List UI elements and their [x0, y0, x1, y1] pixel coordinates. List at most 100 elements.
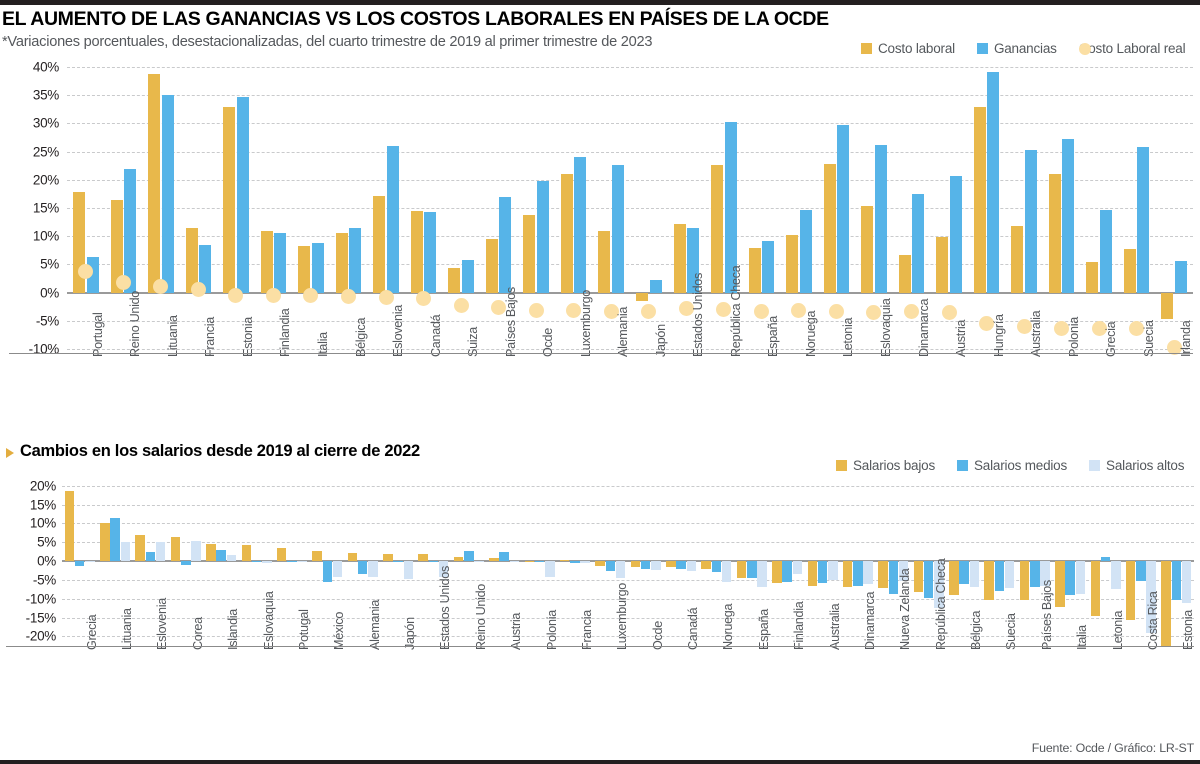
bar: [595, 561, 605, 566]
bar: [913, 561, 924, 592]
bar: [403, 561, 414, 579]
x-axis-label: Australia: [827, 603, 842, 650]
bar: [747, 561, 757, 579]
dot-marker: [115, 274, 131, 290]
bar: [135, 534, 145, 562]
dot-marker: [603, 303, 619, 319]
bar: [1137, 147, 1150, 293]
x-axis-label: Eslovenia: [155, 598, 170, 650]
bar: [863, 561, 873, 585]
dot-marker: [378, 289, 394, 305]
dot-marker: [828, 304, 844, 320]
bar: [1171, 561, 1182, 600]
bar: [888, 561, 899, 594]
bar: [837, 125, 850, 293]
x-axis-label: Canadá: [428, 314, 443, 357]
bar: [973, 107, 986, 293]
bar: [711, 165, 724, 293]
bar: [912, 193, 925, 293]
legend-swatch-costo-laboral: [861, 43, 872, 54]
bar: [383, 553, 393, 562]
dot-marker: [265, 287, 281, 303]
bar: [523, 214, 536, 293]
bar: [499, 196, 512, 293]
zero-baseline: [62, 560, 1194, 563]
y-axis-tick: 20%: [29, 478, 56, 494]
gridline: [67, 320, 1193, 322]
bar: [651, 561, 661, 570]
gridline: [67, 208, 1193, 209]
bar: [807, 561, 817, 586]
dot-marker: [866, 305, 882, 321]
gridline: [67, 67, 1193, 68]
x-axis-label: España: [766, 316, 781, 357]
bar: [580, 561, 590, 564]
bar: [666, 561, 676, 567]
bar: [570, 561, 580, 563]
bar: [701, 561, 711, 569]
bar: [673, 223, 686, 293]
chart-ganancias-vs-costos: 40% 35% 30% 25% 20% 15% 10% 5% 0% -5% -10% Portugal…: [9, 60, 1193, 444]
bar: [335, 233, 348, 293]
bar: [199, 244, 212, 293]
gridline: [67, 95, 1193, 97]
y-axis-tick: -10%: [28, 341, 60, 357]
y-axis-tick: 30%: [32, 115, 59, 131]
bar: [615, 561, 626, 579]
y-axis-tick: 35%: [32, 87, 59, 103]
dot-marker: [904, 303, 919, 319]
bar: [686, 561, 697, 571]
bar: [786, 234, 799, 293]
gridline: [62, 523, 1194, 525]
x-axis-label: Letonia: [1110, 610, 1125, 650]
bar: [1161, 561, 1171, 646]
x-axis-label: Austria: [509, 612, 524, 650]
legend-label-costo-laboral-real: Costo Laboral real: [1078, 41, 1186, 56]
y-axis-tick: 5%: [37, 534, 56, 550]
bar: [85, 561, 95, 563]
bar: [1065, 561, 1075, 596]
x-axis-label: Estados Unidos: [691, 272, 706, 357]
section2-triangle-icon: [6, 448, 14, 458]
bar: [782, 561, 792, 583]
x-axis-label: Nueva Zelanda: [898, 568, 913, 650]
y-axis-tick: 20%: [32, 172, 59, 188]
bar: [223, 107, 236, 293]
bar: [499, 552, 509, 562]
bar: [124, 168, 137, 293]
bar: [1161, 292, 1174, 319]
bar: [994, 561, 1005, 591]
bar: [393, 560, 403, 562]
x-axis-label: Noruega: [803, 310, 818, 357]
dot-marker: [1129, 320, 1145, 336]
bar: [410, 210, 423, 293]
bar: [287, 561, 297, 563]
x-axis-label: Países Bajos: [503, 287, 518, 357]
dot-marker: [1016, 318, 1032, 334]
bar: [1090, 561, 1100, 617]
bar: [64, 491, 75, 562]
bar: [1055, 561, 1065, 607]
bar: [322, 561, 333, 582]
bar: [1024, 150, 1037, 293]
gridline: [62, 542, 1194, 544]
axis-rule: [9, 353, 1193, 354]
x-axis-label: Países Bajos: [1039, 580, 1054, 650]
legend-item-costo-laboral: Costo laboral: [861, 41, 955, 56]
x-axis-label: Canadá: [686, 607, 701, 650]
legend-item-salarios-bajos: Salarios bajos: [836, 458, 935, 473]
bar: [155, 542, 166, 562]
bar: [297, 561, 307, 563]
y-axis-tick: 0%: [37, 553, 56, 569]
bar: [241, 545, 251, 562]
bar: [640, 561, 651, 569]
bar: [762, 241, 775, 293]
legend-swatch-costo-laboral-real: [1078, 42, 1091, 55]
bar: [1123, 248, 1136, 293]
y-axis-tick: 10%: [32, 228, 59, 244]
x-axis-label: España: [756, 609, 771, 650]
bar: [1099, 210, 1112, 293]
x-axis-label: Grecia: [1104, 321, 1119, 357]
bar: [120, 541, 131, 562]
dot-marker: [153, 279, 169, 295]
